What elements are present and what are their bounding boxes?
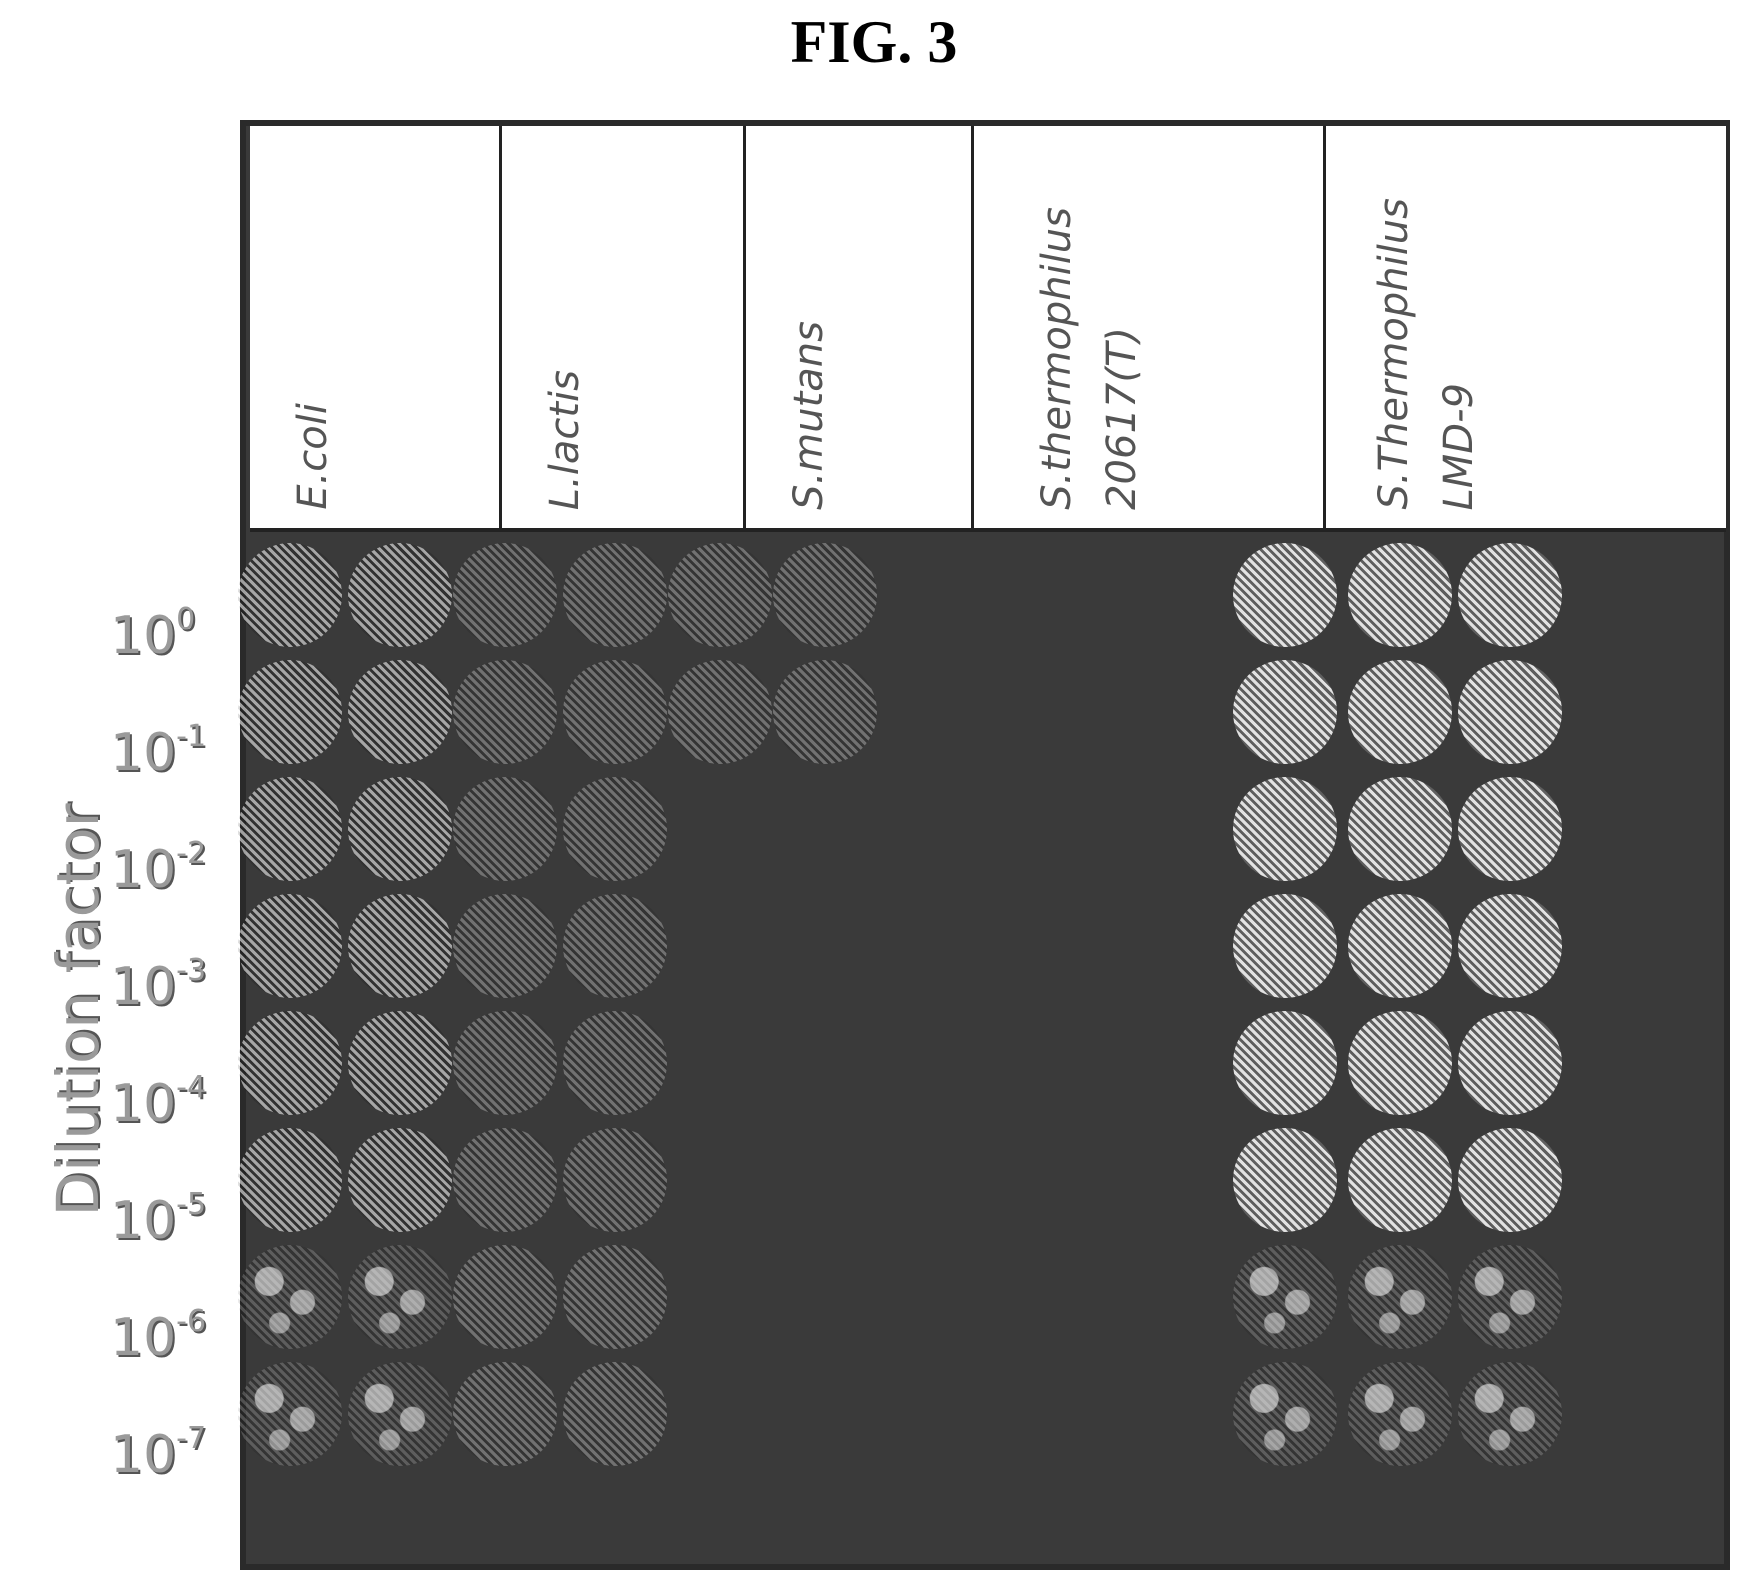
bacterial-spot	[238, 777, 342, 881]
column-label-sthermophilus-20617-line2: 20617(T)	[1099, 327, 1145, 510]
bacterial-spot	[1348, 543, 1452, 647]
bacterial-spot	[348, 1245, 452, 1349]
bacterial-spot	[453, 1362, 557, 1466]
bacterial-spot	[453, 777, 557, 881]
dilution-label: 10-1	[110, 719, 207, 783]
bacterial-spot	[563, 1362, 667, 1466]
bacterial-spot	[453, 1245, 557, 1349]
column-label-sthermophilus-lmd9-line1: S.Thermophilus	[1371, 198, 1417, 510]
bacterial-spot	[1233, 660, 1337, 764]
column-header-llactis: L.lactis	[502, 126, 746, 528]
bacterial-spot	[238, 1245, 342, 1349]
bacterial-spot	[563, 543, 667, 647]
dilution-label: 10-4	[110, 1070, 207, 1134]
bacterial-spot	[348, 1128, 452, 1232]
bacterial-spot	[1233, 777, 1337, 881]
bacterial-spot	[453, 543, 557, 647]
bacterial-spot	[1348, 1128, 1452, 1232]
bacterial-spot	[348, 777, 452, 881]
bacterial-spot	[1348, 1245, 1452, 1349]
bacterial-spot	[1233, 1011, 1337, 1115]
column-header-sthermophilus-20617: S.thermophilus 20617(T)	[974, 126, 1326, 528]
bacterial-spot	[1458, 1245, 1562, 1349]
bacterial-spot	[453, 660, 557, 764]
bacterial-spot	[668, 660, 772, 764]
column-label-ecoli: E.coli	[290, 403, 336, 510]
dilution-label: 10-3	[110, 953, 207, 1017]
bacterial-spot	[1233, 1245, 1337, 1349]
bacterial-spot	[1458, 1011, 1562, 1115]
bacterial-spot	[348, 660, 452, 764]
bacterial-spot	[238, 1128, 342, 1232]
bacterial-spot	[348, 1011, 452, 1115]
column-header-smutans: S.mutans	[746, 126, 974, 528]
bacterial-spot	[1348, 660, 1452, 764]
bacterial-spot	[453, 894, 557, 998]
bacterial-spot	[1348, 1362, 1452, 1466]
dilution-label: 10-6	[110, 1304, 207, 1368]
dilution-label: 10-5	[110, 1187, 207, 1251]
dilution-label: 10-7	[110, 1421, 207, 1485]
y-axis-label: Dilution factor	[44, 803, 112, 1217]
bacterial-spot	[1458, 777, 1562, 881]
bacterial-spot	[348, 543, 452, 647]
bacterial-spot	[1233, 543, 1337, 647]
bacterial-spot	[238, 1362, 342, 1466]
bacterial-spot	[1458, 1362, 1562, 1466]
column-label-llactis: L.lactis	[542, 369, 588, 510]
bacterial-spot	[1348, 777, 1452, 881]
bacterial-spot	[1458, 543, 1562, 647]
bacterial-spot	[1458, 660, 1562, 764]
bacterial-spot	[238, 543, 342, 647]
figure-title: FIG. 3	[790, 9, 958, 75]
bacterial-spot	[1458, 894, 1562, 998]
column-header-ecoli: E.coli	[250, 126, 502, 528]
bacterial-spot	[563, 894, 667, 998]
column-label-sthermophilus-lmd9-line2: LMD-9	[1436, 382, 1482, 510]
bacterial-spot	[238, 660, 342, 764]
bacterial-spot	[563, 1128, 667, 1232]
bacterial-spot	[453, 1011, 557, 1115]
bacterial-spot	[1348, 1011, 1452, 1115]
bacterial-spot	[563, 1245, 667, 1349]
bacterial-spot	[1233, 1128, 1337, 1232]
bacterial-spot	[453, 1128, 557, 1232]
bacterial-spot	[238, 1011, 342, 1115]
bacterial-spot	[238, 894, 342, 998]
bacterial-spot	[563, 660, 667, 764]
bacterial-spot	[1233, 1362, 1337, 1466]
bacterial-spot	[773, 660, 877, 764]
bacterial-spot	[348, 894, 452, 998]
dilution-label: 10-2	[110, 836, 207, 900]
bacterial-spot	[1458, 1128, 1562, 1232]
column-label-smutans: S.mutans	[786, 321, 832, 510]
column-header-sthermophilus-lmd9: S.Thermophilus LMD-9	[1326, 126, 1726, 528]
dilution-label: 100	[110, 602, 196, 666]
column-header-row: E.coli L.lactis S.mutans S.thermophilus …	[250, 126, 1726, 532]
column-label-sthermophilus-20617-line1: S.thermophilus	[1034, 207, 1080, 510]
bacterial-spot	[563, 1011, 667, 1115]
bacterial-spot	[348, 1362, 452, 1466]
bacterial-spot	[668, 543, 772, 647]
bacterial-spot	[563, 777, 667, 881]
bacterial-spot	[1348, 894, 1452, 998]
bacterial-spot	[1233, 894, 1337, 998]
bacterial-spot	[773, 543, 877, 647]
